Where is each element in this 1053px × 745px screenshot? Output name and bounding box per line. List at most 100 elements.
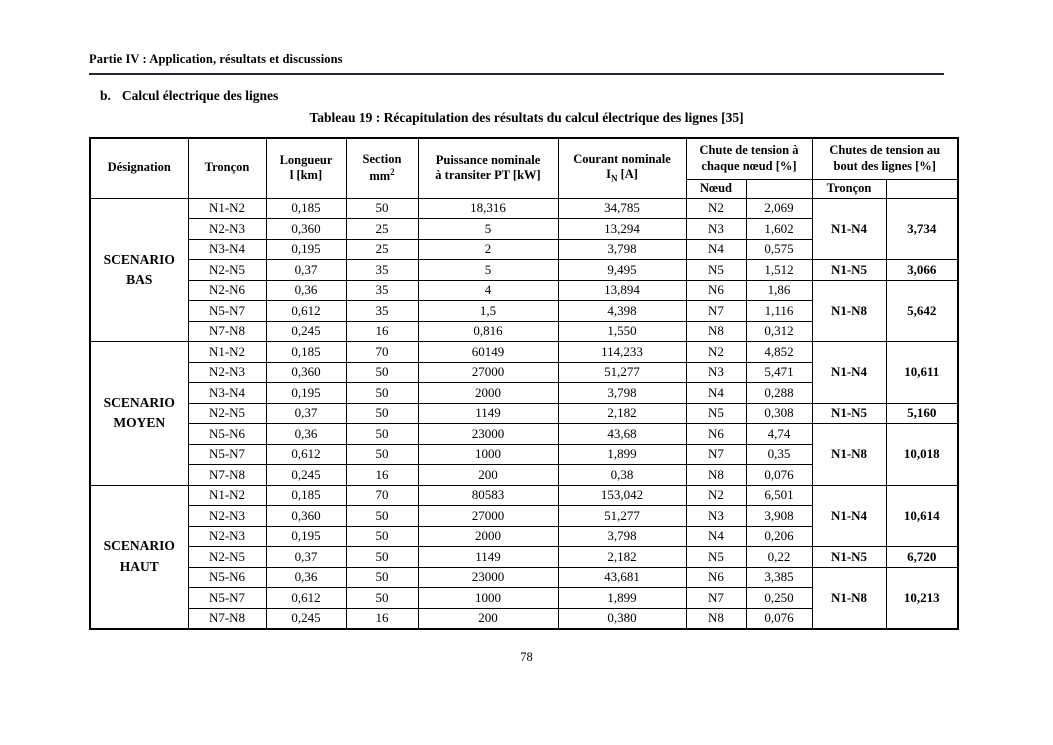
cell-chute: 0,206: [745, 525, 813, 547]
cell-courant: 43,681: [557, 566, 687, 588]
cell-puissance: 1000: [417, 587, 559, 609]
cell-section: 50: [345, 505, 419, 527]
cell-chute: 1,116: [745, 300, 813, 322]
section-heading: b. Calcul électrique des lignes: [100, 88, 278, 104]
cell-longueur: 0,36: [265, 279, 347, 301]
cell-section: 50: [345, 197, 419, 219]
cell-section: 16: [345, 607, 419, 629]
cell-section: 50: [345, 423, 419, 445]
cell-courant: 4,398: [557, 300, 687, 322]
cell-noeud: N2: [685, 197, 747, 219]
cell-longueur: 0,36: [265, 566, 347, 588]
cell-troncon: N1-N2: [187, 341, 267, 363]
cell-puissance: 23000: [417, 566, 559, 588]
cell-courant: 34,785: [557, 197, 687, 219]
cell-chute: 0,312: [745, 320, 813, 342]
cell-puissance: 23000: [417, 423, 559, 445]
cell-noeud: N3: [685, 361, 747, 383]
cell-puissance: 18,316: [417, 197, 559, 219]
scenario-name-line1: SCENARIO: [103, 538, 175, 554]
cell-chute-bout: 10,614: [885, 484, 959, 547]
col-header-section: Section mm2: [345, 137, 419, 199]
cell-puissance: 5: [417, 259, 559, 281]
cell-chute: 0,22: [745, 546, 813, 568]
cell-courant: 1,899: [557, 443, 687, 465]
scenario-name-line2: HAUT: [119, 558, 159, 574]
cell-puissance: 0,816: [417, 320, 559, 342]
chute-noeud-line2: chaque nœud [%]: [701, 158, 797, 173]
cell-noeud: N4: [685, 525, 747, 547]
cell-puissance: 1,5: [417, 300, 559, 322]
cell-chute: 0,35: [745, 443, 813, 465]
scenario-name-line2: MOYEN: [113, 415, 166, 431]
cell-troncon-bout: N1-N8: [811, 566, 887, 629]
col-header-puissance: Puissance nominale à transiter PT [kW]: [417, 137, 559, 199]
table-row: N7-N8 0,245 16 200 0,38 N8 0,076: [90, 464, 958, 486]
cell-courant: 13,294: [557, 218, 687, 240]
cell-longueur: 0,195: [265, 382, 347, 404]
cell-longueur: 0,185: [265, 484, 347, 506]
table-row: SCENARIO MOYEN N1-N2 0,185 70 60149 114,2…: [89, 341, 959, 486]
cell-courant: 1,550: [557, 320, 687, 342]
cell-puissance: 1149: [417, 402, 559, 424]
table-header: Désignation Tronçon Longueur l [km] Secti…: [89, 137, 959, 199]
chute-noeud-line1: Chute de tension à: [699, 143, 799, 158]
cell-troncon: N5-N7: [187, 300, 267, 322]
cell-troncon: N2-N3: [187, 218, 267, 240]
cell-puissance: 2000: [417, 525, 559, 547]
cell-troncon: N7-N8: [187, 464, 267, 486]
cell-section: 35: [345, 300, 419, 322]
table-row: N5-N7 0,612 35 1,5 4,398 N7 1,116: [90, 300, 958, 322]
cell-troncon: N2-N5: [187, 402, 267, 424]
table-row: N5-N7 0,612 50 1000 1,899 N7 0,250: [90, 587, 958, 609]
cell-puissance: 80583: [417, 484, 559, 506]
cell-troncon: N1-N2: [187, 197, 267, 219]
cell-section: 50: [345, 402, 419, 424]
scenario-name-line1: SCENARIO: [103, 251, 175, 267]
cell-chute-bout: 3,066: [885, 259, 959, 281]
cell-noeud: N6: [685, 566, 747, 588]
cell-chute: 0,076: [745, 607, 813, 629]
cell-puissance: 4: [417, 279, 559, 301]
table-row: N2-N5 0,37 50 1149 2,182 N5 0,22 N1-N5 6…: [90, 546, 959, 568]
cell-puissance: 200: [417, 607, 559, 629]
table-row: SCENARIO HAUT N1-N2 0,185 70 80583 153,04…: [89, 484, 959, 629]
subheader-troncon-value: [885, 178, 959, 199]
cell-chute: 3,385: [745, 566, 813, 588]
cell-courant: 43,68: [557, 423, 687, 445]
cell-longueur: 0,360: [265, 218, 347, 240]
cell-section: 50: [345, 587, 419, 609]
cell-troncon: N3-N4: [187, 238, 267, 260]
cell-section: 35: [345, 279, 419, 301]
cell-noeud: N6: [685, 423, 747, 445]
cell-puissance: 2000: [417, 382, 559, 404]
results-table: Désignation Tronçon Longueur l [km] Secti…: [89, 137, 959, 630]
scenario-name-line2: BAS: [126, 271, 153, 287]
cell-noeud: N4: [685, 238, 747, 260]
section-marker: b.: [100, 88, 111, 103]
cell-noeud: N4: [685, 382, 747, 404]
scenario-bas-section: SCENARIO BAS N1-N2 0,185 50 18,316 34,785…: [89, 197, 959, 342]
cell-courant: 0,380: [557, 607, 687, 629]
cell-chute: 5,471: [745, 361, 813, 383]
cell-longueur: 0,195: [265, 525, 347, 547]
table-row: N7-N8 0,245 16 200 0,380 N8 0,076: [90, 607, 958, 629]
section-sup: 2: [390, 167, 395, 178]
header-row-2: Nœud Tronçon: [90, 178, 959, 199]
cell-chute-bout: 10,213: [885, 566, 959, 629]
cell-courant: 1,899: [557, 587, 687, 609]
cell-noeud: N6: [685, 279, 747, 301]
cell-troncon-bout: N1-N5: [811, 546, 887, 568]
subheader-troncon-bout: Tronçon: [811, 178, 887, 199]
cell-section: 50: [345, 525, 419, 547]
table-row: SCENARIO BAS N1-N2 0,185 50 18,316 34,785…: [89, 197, 959, 342]
cell-longueur: 0,37: [265, 546, 347, 568]
cell-section: 25: [345, 238, 419, 260]
cell-chute: 0,250: [745, 587, 813, 609]
cell-section: 70: [345, 341, 419, 363]
cell-noeud: N8: [685, 607, 747, 629]
cell-courant: 0,38: [557, 464, 687, 486]
col-header-courant: Courant nominale IN [A]: [557, 137, 687, 199]
cell-courant: 2,182: [557, 546, 687, 568]
